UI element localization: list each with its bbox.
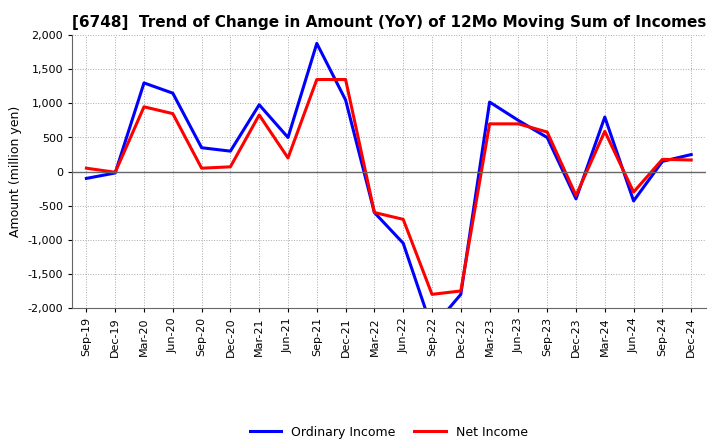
Ordinary Income bbox=[111, 170, 120, 176]
Ordinary Income bbox=[428, 326, 436, 331]
Net Income bbox=[197, 165, 206, 171]
Title: [6748]  Trend of Change in Amount (YoY) of 12Mo Moving Sum of Incomes: [6748] Trend of Change in Amount (YoY) o… bbox=[71, 15, 706, 30]
Ordinary Income bbox=[226, 149, 235, 154]
Net Income bbox=[428, 292, 436, 297]
Net Income bbox=[629, 189, 638, 194]
Net Income bbox=[140, 104, 148, 110]
Net Income bbox=[226, 164, 235, 169]
Ordinary Income bbox=[370, 210, 379, 215]
Net Income bbox=[312, 77, 321, 82]
Line: Net Income: Net Income bbox=[86, 80, 691, 294]
Net Income bbox=[399, 216, 408, 222]
Ordinary Income bbox=[456, 292, 465, 297]
Legend: Ordinary Income, Net Income: Ordinary Income, Net Income bbox=[245, 421, 533, 440]
Ordinary Income bbox=[197, 145, 206, 150]
Net Income bbox=[658, 157, 667, 162]
Net Income bbox=[687, 158, 696, 163]
Ordinary Income bbox=[629, 198, 638, 204]
Ordinary Income bbox=[572, 196, 580, 202]
Net Income bbox=[485, 121, 494, 127]
Net Income bbox=[284, 155, 292, 161]
Net Income bbox=[514, 121, 523, 127]
Ordinary Income bbox=[543, 135, 552, 140]
Y-axis label: Amount (million yen): Amount (million yen) bbox=[9, 106, 22, 237]
Net Income bbox=[168, 111, 177, 116]
Net Income bbox=[255, 112, 264, 117]
Net Income bbox=[341, 77, 350, 82]
Net Income bbox=[572, 193, 580, 198]
Net Income bbox=[543, 129, 552, 135]
Ordinary Income bbox=[312, 41, 321, 46]
Ordinary Income bbox=[600, 114, 609, 120]
Net Income bbox=[370, 210, 379, 215]
Ordinary Income bbox=[399, 241, 408, 246]
Ordinary Income bbox=[168, 91, 177, 96]
Net Income bbox=[600, 129, 609, 134]
Ordinary Income bbox=[341, 97, 350, 103]
Ordinary Income bbox=[284, 135, 292, 140]
Net Income bbox=[82, 165, 91, 171]
Ordinary Income bbox=[140, 80, 148, 85]
Ordinary Income bbox=[687, 152, 696, 157]
Ordinary Income bbox=[485, 99, 494, 105]
Net Income bbox=[456, 288, 465, 293]
Ordinary Income bbox=[514, 118, 523, 123]
Ordinary Income bbox=[255, 102, 264, 107]
Ordinary Income bbox=[82, 176, 91, 181]
Line: Ordinary Income: Ordinary Income bbox=[86, 44, 691, 329]
Ordinary Income bbox=[658, 159, 667, 164]
Net Income bbox=[111, 170, 120, 175]
